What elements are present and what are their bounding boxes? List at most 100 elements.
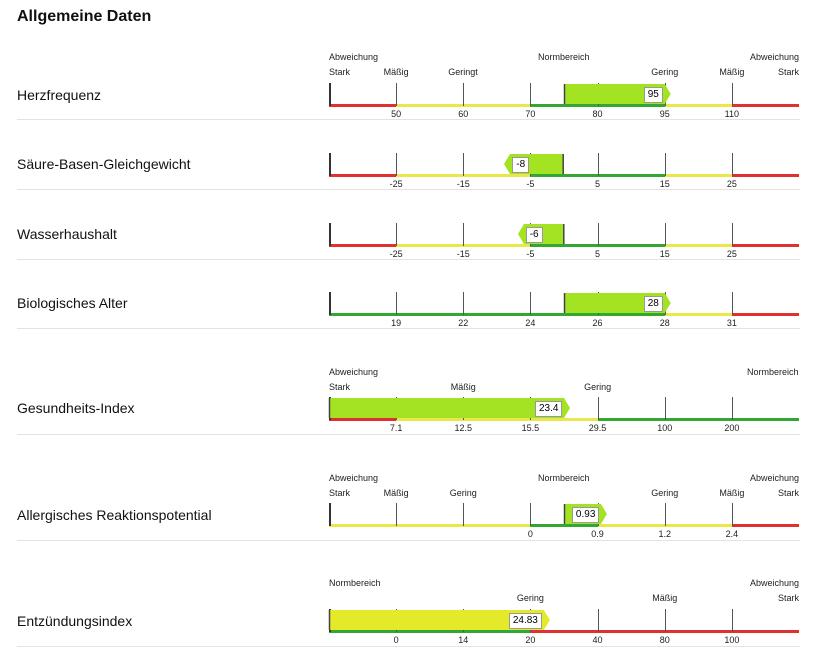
scale-divider <box>597 397 599 420</box>
scale-tick-label: 7.1 <box>389 423 403 433</box>
row-separator <box>17 434 800 435</box>
scale-tick-label: -5 <box>526 179 535 189</box>
scale-segment-red <box>329 104 397 107</box>
parameter-name: Allergisches Reaktionspotential <box>17 507 212 523</box>
scale-divider <box>731 153 733 176</box>
scale-tick-label: -25 <box>389 179 403 189</box>
scale-tick-label: 200 <box>724 423 740 433</box>
scale-segment-green <box>597 418 665 421</box>
value-bar-shape <box>328 610 550 630</box>
scale-header-label: Stark <box>329 382 351 392</box>
scale-segment-green <box>329 313 397 316</box>
scale-segment-red <box>731 524 799 527</box>
scale-header-label: Gering <box>651 488 679 498</box>
scale-segment-yellow <box>664 104 732 107</box>
scale-tick-label: 80 <box>592 109 603 119</box>
scale-segment-yellow <box>463 174 531 177</box>
scale-segment-green <box>530 313 598 316</box>
scale-segment-red <box>329 174 397 177</box>
scale-tick-label: 0 <box>527 529 533 539</box>
scale-segment-green <box>597 313 665 316</box>
scale-segment-green <box>597 104 665 107</box>
scale-header-label: Abweichung <box>750 473 800 483</box>
scale-header-label: Abweichung <box>750 52 800 62</box>
value-bar: -6 <box>517 224 570 244</box>
scale-tick-label: -15 <box>456 179 470 189</box>
value-label: 95 <box>643 87 663 103</box>
value-bar: -8 <box>504 154 570 174</box>
row-separator <box>17 328 800 329</box>
scale-header-label: Stark <box>329 488 351 498</box>
value-bar-shape <box>328 398 570 418</box>
scale-divider <box>597 223 599 246</box>
value-label: 0.93 <box>571 507 600 523</box>
scale-header-label: Abweichung <box>329 52 379 62</box>
scale-divider <box>329 503 331 526</box>
scale-tick-label: 26 <box>592 318 603 328</box>
scale-segment-green <box>396 630 464 633</box>
scale-divider <box>664 153 666 176</box>
scale-segment-green <box>731 418 799 421</box>
scale-segment-yellow <box>664 244 732 247</box>
scale-tick-label: 29.5 <box>588 423 607 433</box>
scale-tick-label: 2.4 <box>725 529 739 539</box>
row-separator <box>17 259 800 260</box>
scale-tick-label: 5 <box>595 249 601 259</box>
scale-segment-green <box>396 313 464 316</box>
value-bar: 24.83 <box>328 610 550 630</box>
scale-header-label: Gering <box>651 67 679 77</box>
scale-header-label: Normbereich <box>747 367 799 377</box>
scale-segment-yellow <box>530 418 598 421</box>
scale-tick-label: 100 <box>657 423 673 433</box>
scale-tick-label: 100 <box>724 635 740 645</box>
scale-tick-label: 31 <box>726 318 737 328</box>
scale-segment-red <box>731 244 799 247</box>
value-label: 24.83 <box>508 613 542 629</box>
value-bar-fill <box>329 398 570 418</box>
scale-header-label: Normbereich <box>538 52 590 62</box>
scale-tick-label: 0 <box>393 635 399 645</box>
scale-tick-label: 14 <box>458 635 469 645</box>
scale-segment-yellow <box>396 524 464 527</box>
parameter-name: Wasserhaushalt <box>17 226 117 242</box>
scale-tick-label: 50 <box>391 109 402 119</box>
scale-segment-yellow <box>396 418 464 421</box>
scale-divider <box>731 609 733 632</box>
scale-header-label: Gering <box>516 593 544 603</box>
scale-divider <box>329 83 331 106</box>
row-separator <box>17 189 800 190</box>
scale-header-label: Mäßig <box>450 382 476 392</box>
scale-segment-red <box>731 104 799 107</box>
scale-tick-label: -5 <box>526 249 535 259</box>
scale-tick-label: -25 <box>389 249 403 259</box>
scale-segment-yellow <box>329 524 397 527</box>
scale-segment-red <box>597 630 665 633</box>
scale-divider <box>396 223 398 246</box>
scale-header-label: Mäßig <box>383 488 409 498</box>
scale-segment-green <box>530 104 598 107</box>
scale-segment-yellow <box>463 104 531 107</box>
scale-header-label: Abweichung <box>329 473 379 483</box>
scale-tick-label: 19 <box>391 318 402 328</box>
scale-header-label: Gering <box>449 488 477 498</box>
scale-tick-label: 95 <box>659 109 670 119</box>
scale-divider <box>463 153 465 176</box>
scale-divider <box>463 292 465 315</box>
scale-header-label: Stark <box>778 488 800 498</box>
scale-header-label: Mäßig <box>652 593 678 603</box>
scale-divider <box>664 223 666 246</box>
scale-segment-yellow <box>463 418 531 421</box>
scale-tick-label: -15 <box>456 249 470 259</box>
scale-tick-label: 1.2 <box>658 529 671 539</box>
scale-segment-yellow <box>463 244 531 247</box>
scale-segment-yellow <box>664 313 732 316</box>
scale-segment-yellow <box>664 524 732 527</box>
scale-divider <box>664 397 666 420</box>
scale-header-label: Mäßig <box>383 67 409 77</box>
scale-header-label: Stark <box>778 593 800 603</box>
row-separator <box>17 646 800 647</box>
scale-segment-green <box>329 630 397 633</box>
scale-divider <box>731 503 733 526</box>
scale-tick-label: 110 <box>724 109 740 119</box>
scale-tick-label: 40 <box>592 635 603 645</box>
